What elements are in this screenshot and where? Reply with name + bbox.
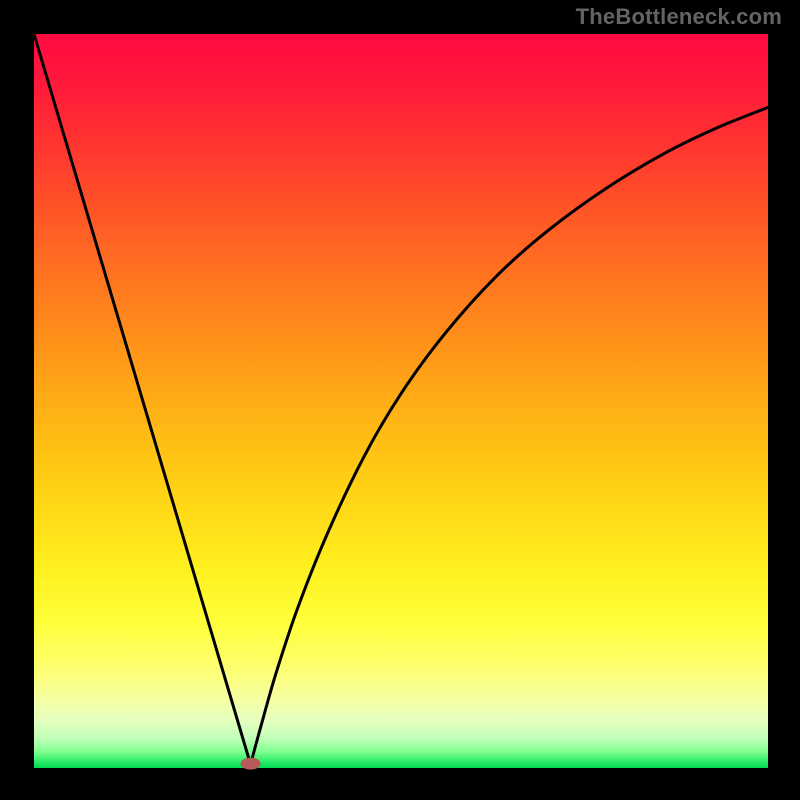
chart-container: TheBottleneck.com: [0, 0, 800, 800]
bottleneck-curve-chart: [0, 0, 800, 800]
watermark-text: TheBottleneck.com: [576, 4, 782, 30]
optimum-marker: [241, 758, 261, 770]
